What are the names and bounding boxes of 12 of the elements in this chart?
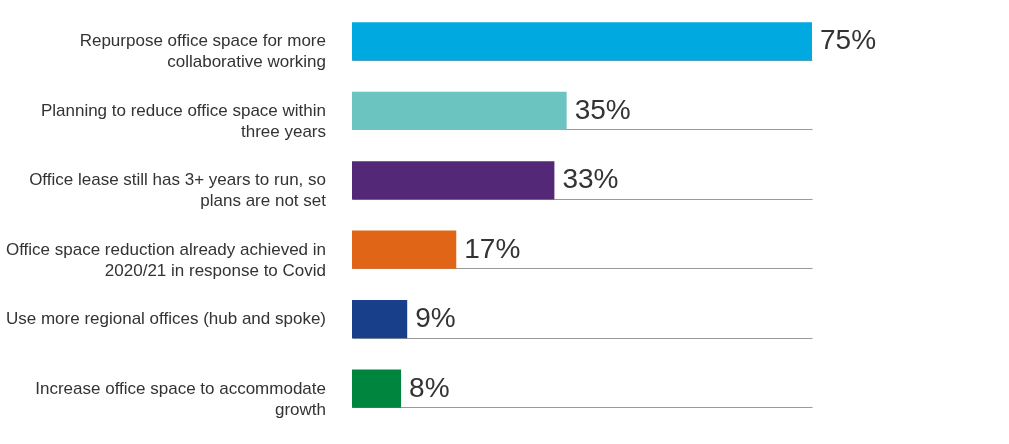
- y-tick-label: Repurpose office space for more collaborative working: [79, 31, 326, 72]
- data-label: 33%: [562, 163, 619, 195]
- y-tick-label: Office lease still has 3+ years to run, so plans are not set: [29, 170, 327, 211]
- data-label: 75%: [820, 24, 877, 56]
- y-tick-label: Increase office space to accommodate growth: [35, 378, 326, 419]
- y-tick-label: Use more regional offices (hub and spoke): [5, 309, 326, 329]
- y-tick-label: Planning to reduce office space within three years: [40, 100, 326, 141]
- data-label: 35%: [574, 93, 631, 125]
- data-label: 8%: [409, 371, 450, 403]
- data-label: 9%: [415, 302, 456, 334]
- y-tick-label: Office space reduction already achieved in 2020/21 in response to Covid: [5, 239, 326, 280]
- data-label: 17%: [464, 232, 521, 264]
